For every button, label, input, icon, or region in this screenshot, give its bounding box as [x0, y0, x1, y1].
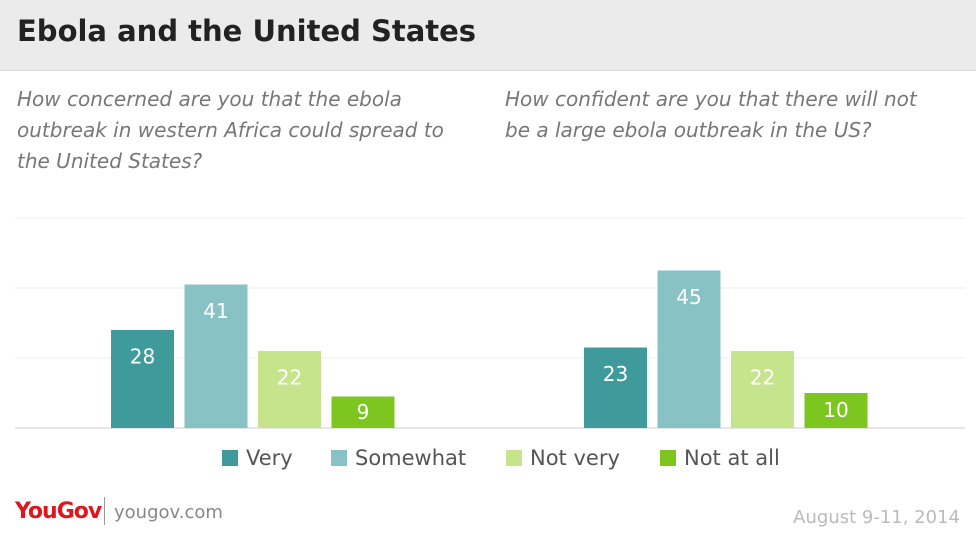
bar [258, 351, 321, 428]
value-label: 45 [676, 285, 701, 309]
legend-label: Not very [530, 446, 620, 470]
legend-label: Very [246, 446, 293, 470]
value-label: 9 [357, 400, 370, 424]
value-label: 28 [130, 345, 155, 369]
bar [804, 393, 868, 428]
page-title: Ebola and the United States [17, 14, 477, 48]
legend-swatch [222, 450, 238, 466]
bar [111, 330, 174, 428]
bar [331, 396, 395, 428]
header: Ebola and the United States [0, 0, 976, 71]
survey-date: August 9-11, 2014 [793, 507, 960, 528]
bar [584, 347, 647, 428]
bar [184, 284, 248, 428]
legend-swatch [660, 450, 676, 466]
legend-label: Somewhat [355, 446, 466, 470]
value-label: 22 [750, 366, 775, 390]
bar [731, 351, 794, 428]
separator [104, 497, 105, 525]
chart-question: How confident are you that there will no… [505, 87, 917, 142]
value-label: 23 [603, 362, 628, 386]
legend-swatch [506, 450, 522, 466]
legend-label: Not at all [684, 446, 780, 470]
brand-logo: YouGov [15, 499, 102, 524]
bar [657, 270, 721, 428]
legend-swatch [331, 450, 347, 466]
value-label: 10 [823, 398, 848, 422]
chart-question: How concerned are you that the ebola out… [17, 87, 444, 173]
value-label: 41 [203, 299, 228, 323]
site-url: yougov.com [114, 502, 223, 523]
value-label: 22 [277, 366, 302, 390]
